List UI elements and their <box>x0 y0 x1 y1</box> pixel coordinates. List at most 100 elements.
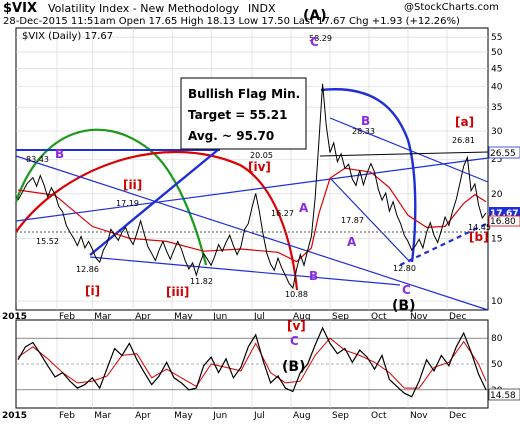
wave-a-bracket: [a] <box>455 115 474 129</box>
resistance-line <box>319 151 489 157</box>
x-tick-label: Oct <box>371 312 387 322</box>
sep-channel-top <box>329 117 489 183</box>
ind-wave-B: (B) <box>282 359 305 375</box>
annotation-line2: Target = 55.21 <box>188 108 288 122</box>
x-tick-label-ind: Mar <box>94 411 111 421</box>
tag-26-55: 26.55 <box>490 149 516 159</box>
x-tick-label: Jun <box>212 312 227 322</box>
x-tick-label: Aug <box>293 312 311 322</box>
red-arc <box>15 150 299 291</box>
price-line <box>17 83 487 290</box>
x-tick-label: Jul <box>253 312 265 322</box>
tag-last-bg <box>489 207 520 218</box>
wave-B-paren: (B) <box>392 298 415 314</box>
x-tick-label: Dec <box>449 312 466 322</box>
green-arc <box>14 128 208 266</box>
wave-iv: [iv] <box>248 160 271 174</box>
chart-name: Volatility Index - New Methodology <box>48 2 239 15</box>
x-tick-label: Mar <box>94 312 111 322</box>
chart-stats: 28-Dec-2015 11:51am Open 17.65 High 18.1… <box>3 16 460 27</box>
y-tick-label: 45 <box>491 64 502 74</box>
x-tick-label-ind: Dec <box>449 411 466 421</box>
wave-C-top: C <box>310 35 319 49</box>
wave-i: [i] <box>85 284 100 298</box>
moving-average-line <box>17 167 487 263</box>
label-11-82: 11.82 <box>190 277 213 286</box>
x-tick-label-ind: 2015 <box>2 411 27 421</box>
tag-26-55-bg <box>488 146 520 159</box>
watermark: @StockCharts.com <box>404 2 499 13</box>
wave-C-nov: C <box>402 283 411 297</box>
x-tick-label-ind: Feb <box>59 411 75 421</box>
long-downtrend-line <box>15 155 489 311</box>
long-uptrend-line <box>15 157 489 222</box>
tag-14-58: 14.58 <box>490 391 516 401</box>
y-tick-label: 10 <box>491 297 503 307</box>
x-tick-label-ind: Apr <box>135 411 151 421</box>
label-58-29: 58.29 <box>309 34 332 43</box>
x-tick-label-ind: Sep <box>332 411 349 421</box>
x-tick-label: 2015 <box>2 312 27 322</box>
indicator-signal-line <box>17 337 487 389</box>
ind-wave-C: C <box>290 334 299 348</box>
label-17-19: 17.19 <box>116 199 139 208</box>
chart-symbol: $VIX <box>3 1 37 16</box>
ind-y-tick-label: 50 <box>491 360 503 370</box>
x-tick-label-ind: Aug <box>293 411 311 421</box>
label-15-52: 15.52 <box>36 237 59 246</box>
ind-y-tick-label: 80 <box>491 334 503 344</box>
sep-channel-bottom <box>329 177 411 263</box>
label-17-87: 17.87 <box>341 216 364 225</box>
chart-exchange: INDX <box>248 2 276 15</box>
x-tick-label-ind: Nov <box>410 411 428 421</box>
wave-A-oct: A <box>347 235 357 249</box>
label-12-80: 12.80 <box>393 264 416 273</box>
x-tick-label: Sep <box>332 312 349 322</box>
tag-last: 17.67 <box>490 209 518 219</box>
wave-iii: [iii] <box>166 285 189 299</box>
x-tick-label-ind: Oct <box>371 411 387 421</box>
flag-line <box>399 222 489 266</box>
x-tick-label: May <box>174 312 193 322</box>
tag-16-80-bg <box>488 215 520 227</box>
label-14-45: 14.45 <box>468 223 491 232</box>
wave-A-mid: A <box>299 201 309 215</box>
label-12-86: 12.86 <box>76 265 99 274</box>
wave-B-top: B <box>55 147 64 161</box>
label-26-81: 26.81 <box>452 136 475 145</box>
x-tick-label: Nov <box>410 312 428 322</box>
y-tick-label: 55 <box>491 33 502 43</box>
annotation-line1: Bullish Flag Min. <box>188 87 300 101</box>
y-tick-label: 35 <box>491 103 502 113</box>
x-tick-label-ind: Jul <box>253 411 265 421</box>
target-annotation: Bullish Flag Min. Target = 55.21 Avg. ~ … <box>180 77 307 150</box>
label-16-27: 16.27 <box>271 209 294 218</box>
y-tick-label: 30 <box>491 127 503 137</box>
annotation-line3: Avg. ~ 95.70 <box>188 129 274 143</box>
x-tick-label: Feb <box>59 312 75 322</box>
tag-14-58-bg <box>488 388 520 401</box>
x-tick-label-ind: Jun <box>212 411 227 421</box>
x-tick-label-ind: May <box>174 411 193 421</box>
lower-wedge-line <box>89 256 401 286</box>
ind-wave-v: [v] <box>287 319 306 333</box>
wave-B-sep: B <box>361 114 370 128</box>
label-10-88: 10.88 <box>285 290 308 299</box>
y-tick-label: 50 <box>491 48 503 58</box>
series-label: $VIX (Daily) 17.67 <box>22 31 113 42</box>
blue-support-line <box>89 139 231 256</box>
y-tick-label: 40 <box>491 83 503 93</box>
y-tick-label: 25 <box>491 155 502 165</box>
tag-16-80: 16.80 <box>490 217 516 227</box>
wave-A-paren: (A) <box>303 8 327 24</box>
x-tick-label: Apr <box>135 312 151 322</box>
y-tick-label: 20 <box>491 190 503 200</box>
wave-ii: [ii] <box>123 178 142 192</box>
wave-B-aug: B <box>309 269 318 283</box>
y-tick-label: 15 <box>491 234 502 244</box>
blue-arc <box>320 88 417 263</box>
label-23-43: 83.43 <box>26 155 49 164</box>
indicator-line <box>17 326 487 398</box>
wave-b-bracket: [b] <box>469 230 489 244</box>
